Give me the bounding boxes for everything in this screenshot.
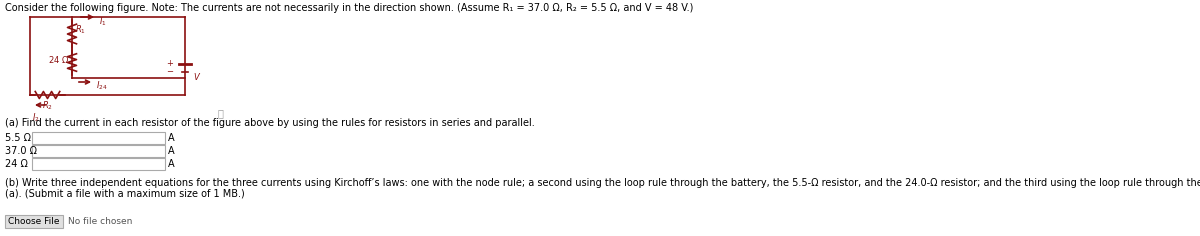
Text: A: A xyxy=(168,133,175,143)
Text: A: A xyxy=(168,146,175,156)
Text: $R_2$: $R_2$ xyxy=(42,100,54,113)
Text: Consider the following figure. Note: The currents are not necessarily in the dir: Consider the following figure. Note: The… xyxy=(5,3,694,13)
Text: A: A xyxy=(168,159,175,169)
Text: No file chosen: No file chosen xyxy=(68,217,132,226)
Bar xyxy=(32,145,166,157)
Text: (a). (Submit a file with a maximum size of 1 MB.): (a). (Submit a file with a maximum size … xyxy=(5,189,245,199)
Text: $I_1$: $I_1$ xyxy=(98,15,107,28)
Text: $I_{24}$: $I_{24}$ xyxy=(96,79,108,92)
Text: 37.0 Ω: 37.0 Ω xyxy=(5,146,37,156)
Text: $V$: $V$ xyxy=(193,71,202,81)
Text: ⓘ: ⓘ xyxy=(217,108,223,118)
Text: $R_1$: $R_1$ xyxy=(74,24,86,37)
Text: $I_2$: $I_2$ xyxy=(32,111,40,123)
Text: (a) Find the current in each resistor of the figure above by using the rules for: (a) Find the current in each resistor of… xyxy=(5,118,535,128)
FancyBboxPatch shape xyxy=(5,215,64,228)
Text: (b) Write three independent equations for the three currents using Kirchoff’s la: (b) Write three independent equations fo… xyxy=(5,178,1200,188)
Text: Choose File: Choose File xyxy=(8,217,60,226)
Text: −: − xyxy=(166,67,173,76)
Text: $24\ \Omega$: $24\ \Omega$ xyxy=(48,54,70,65)
Text: +: + xyxy=(166,59,173,67)
Bar xyxy=(32,158,166,170)
Bar xyxy=(32,132,166,144)
Text: 5.5 Ω: 5.5 Ω xyxy=(5,133,31,143)
Text: 24 Ω: 24 Ω xyxy=(5,159,28,169)
